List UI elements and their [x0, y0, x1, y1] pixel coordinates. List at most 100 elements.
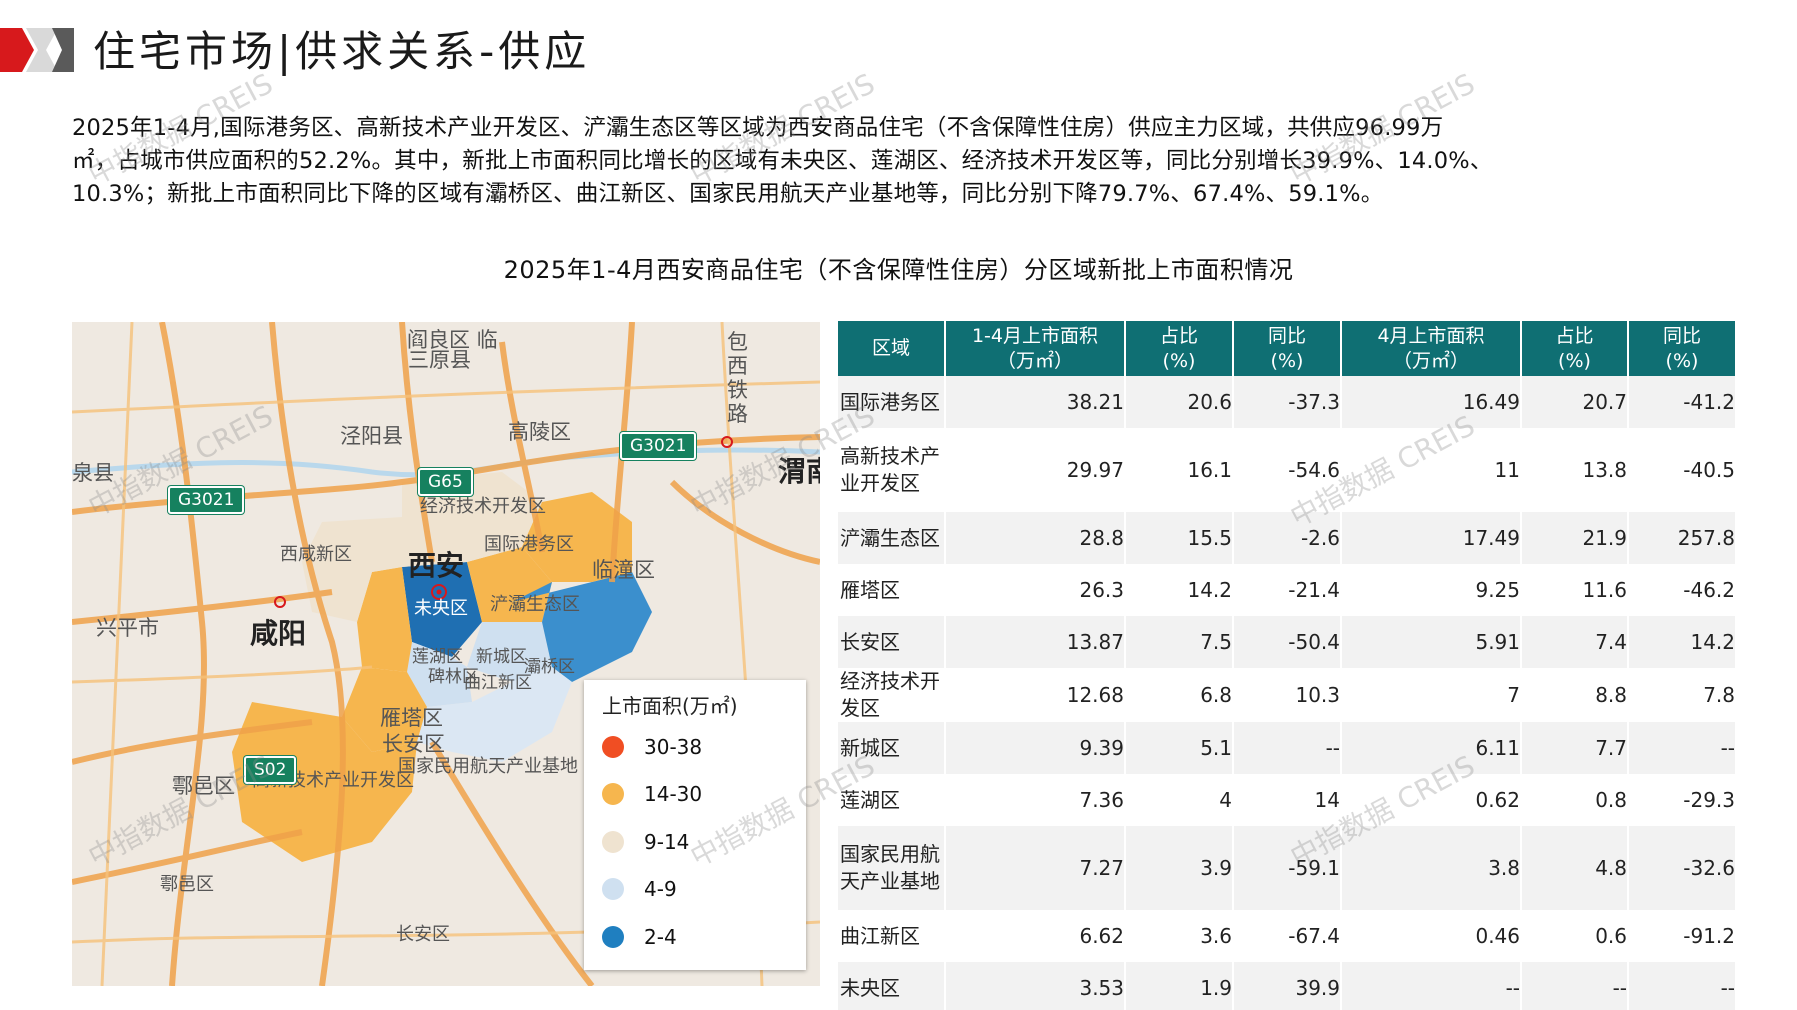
legend-item: 30-38: [602, 723, 788, 771]
cell-share-apr: 4.8: [1521, 826, 1629, 910]
cell-share-apr: 7.4: [1521, 616, 1629, 668]
map-label-top: 阎良区 临: [407, 328, 498, 352]
map-label-quanxian: 泉县: [72, 461, 114, 485]
cell-area-jan-apr: 29.97: [945, 428, 1126, 512]
cell-region: 新城区: [838, 722, 946, 774]
column-header-area-jan-apr: 1-4月上市面积 （万㎡）: [945, 321, 1126, 376]
column-header-unit: (%): [1270, 349, 1304, 372]
cell-share-apr: 7.7: [1521, 722, 1629, 774]
cell-area-jan-apr: 28.8: [945, 512, 1126, 564]
column-header-area-apr: 4月上市面积 （万㎡）: [1341, 321, 1522, 376]
map-label-guoji: 国际港务区: [484, 534, 574, 555]
cell-yoy-apr: -29.3: [1628, 774, 1735, 826]
table-row: 国家民用航天产业基地 7.27 3.9 -59.1 3.8 4.8 -32.6: [838, 826, 1735, 910]
highway-shield-g65: G65: [418, 468, 473, 496]
table-row: 雁塔区 26.3 14.2 -21.4 9.25 11.6 -46.2: [838, 564, 1735, 616]
legend-label: 2-4: [644, 924, 677, 949]
cell-share-jan-apr: 14.2: [1125, 564, 1234, 616]
cell-region: 曲江新区: [838, 910, 946, 962]
cell-area-jan-apr: 6.62: [945, 910, 1126, 962]
cell-share-apr: 0.8: [1521, 774, 1629, 826]
cell-area-jan-apr: 13.87: [945, 616, 1126, 668]
table-row: 经济技术开发区 12.68 6.8 10.3 7 8.8 7.8: [838, 668, 1735, 722]
column-header-region: 区域: [838, 321, 946, 376]
legend-item: 14-30: [602, 771, 788, 819]
cell-region: 长安区: [838, 616, 946, 668]
legend-label: 14-30: [644, 782, 703, 807]
cell-yoy-jan-apr: -50.4: [1233, 616, 1342, 668]
legend-label: 4-9: [644, 877, 677, 902]
cell-yoy-apr: -41.2: [1628, 376, 1735, 428]
column-header-share-apr: 占比 (%): [1521, 321, 1629, 376]
table-row: 国际港务区 38.21 20.6 -37.3 16.49 20.7 -41.2: [838, 376, 1735, 428]
cell-area-jan-apr: 7.36: [945, 774, 1126, 826]
cell-area-jan-apr: 7.27: [945, 826, 1126, 910]
column-header-line: 1-4月上市面积: [971, 324, 1099, 347]
highway-shield-g3021: G3021: [620, 432, 697, 460]
column-header-unit: (%): [1162, 349, 1196, 372]
legend-item: 9-14: [602, 818, 788, 866]
cell-yoy-jan-apr: -54.6: [1233, 428, 1342, 512]
cell-share-jan-apr: 15.5: [1125, 512, 1234, 564]
map-label-hangtian: 国家民用航天产业基地: [398, 756, 578, 777]
cell-share-jan-apr: 20.6: [1125, 376, 1234, 428]
map-label-changan: 长安区: [382, 732, 445, 756]
cell-yoy-apr: -32.6: [1628, 826, 1735, 910]
column-header-line: 同比: [1267, 324, 1306, 347]
table-row: 高新技术产业开发区 29.97 16.1 -54.6 11 13.8 -40.5: [838, 428, 1735, 512]
cell-area-jan-apr: 26.3: [945, 564, 1126, 616]
legend-title: 上市面积(万㎡): [602, 694, 738, 718]
cell-share-jan-apr: 3.6: [1125, 910, 1234, 962]
cell-area-apr: 17.49: [1341, 512, 1522, 564]
cell-yoy-jan-apr: -21.4: [1233, 564, 1342, 616]
map-label-xincheng: 新城区: [476, 647, 527, 667]
map-label-baqiao: 灞桥区: [524, 657, 575, 677]
intro-line: 2025年1-4月,国际港务区、高新技术产业开发区、浐灞生态区等区域为西安商品住…: [72, 115, 1444, 141]
map-label-sanyuan: 三原县: [408, 348, 471, 372]
table-body: 国际港务区 38.21 20.6 -37.3 16.49 20.7 -41.2 高新技术产业开…: [838, 376, 1735, 1010]
cell-yoy-jan-apr: -2.6: [1233, 512, 1342, 564]
cell-yoy-apr: -46.2: [1628, 564, 1735, 616]
cell-area-apr: --: [1341, 962, 1522, 1010]
map-label-lianhu: 莲湖区: [412, 647, 463, 667]
map-label-huyi-2: 鄠邑区: [160, 874, 214, 895]
cell-region: 国际港务区: [838, 376, 946, 428]
cell-share-jan-apr: 7.5: [1125, 616, 1234, 668]
table-row: 浐灞生态区 28.8 15.5 -2.6 17.49 21.9 257.8: [838, 512, 1735, 564]
map-label-beilin: 碑林区: [428, 667, 479, 687]
map-label-xingping: 兴平市: [96, 616, 159, 640]
map-base: [72, 322, 820, 986]
table-row: 未央区 3.53 1.9 39.9 -- -- --: [838, 962, 1735, 1010]
column-header-unit: （万㎡）: [1392, 349, 1469, 372]
cell-area-apr: 9.25: [1341, 564, 1522, 616]
cell-share-jan-apr: 1.9: [1125, 962, 1234, 1010]
page-title: 住宅市场|供求关系-供应: [93, 27, 591, 76]
column-header-yoy-apr: 同比 (%): [1628, 321, 1735, 376]
legend-swatch: [602, 925, 624, 948]
map-label-baoxi-railway: 包西铁路: [727, 330, 748, 426]
map-label-xixian: 西咸新区: [280, 544, 352, 565]
legend-label: 9-14: [644, 829, 690, 854]
cell-area-apr: 16.49: [1341, 376, 1522, 428]
column-header-share-jan-apr: 占比 (%): [1125, 321, 1234, 376]
intro-line: ㎡，占城市供应面积的52.2%。其中，新批上市面积同比增长的区域有未央区、莲湖区…: [72, 148, 1493, 174]
cell-yoy-jan-apr: --: [1233, 722, 1342, 774]
logo-mark: [0, 28, 74, 72]
cell-region: 浐灞生态区: [838, 512, 946, 564]
table-row: 曲江新区 6.62 3.6 -67.4 0.46 0.6 -91.2: [838, 910, 1735, 962]
cell-share-jan-apr: 4: [1125, 774, 1234, 826]
column-header-line: 占比: [1555, 324, 1594, 347]
map-label-gaoling: 高陵区: [508, 420, 571, 444]
cell-yoy-jan-apr: 39.9: [1233, 962, 1342, 1010]
cell-yoy-apr: -40.5: [1628, 428, 1735, 512]
cell-region: 莲湖区: [838, 774, 946, 826]
cell-yoy-apr: -91.2: [1628, 910, 1735, 962]
cell-region: 未央区: [838, 962, 946, 1010]
district-supply-table: 区域 1-4月上市面积 （万㎡） 占比 (%) 同比 (%) 4月上市面积 （万㎡） 占…: [838, 321, 1735, 1010]
cell-share-apr: 13.8: [1521, 428, 1629, 512]
intro-line: 10.3%；新批上市面积同比下降的区域有灞桥区、曲江新区、国家民用航天产业基地等…: [72, 181, 1384, 207]
highway-shield-s02: S02: [244, 756, 297, 784]
legend-swatch: [602, 783, 624, 806]
column-header-unit: （万㎡）: [996, 349, 1073, 372]
cell-share-apr: --: [1521, 962, 1629, 1010]
